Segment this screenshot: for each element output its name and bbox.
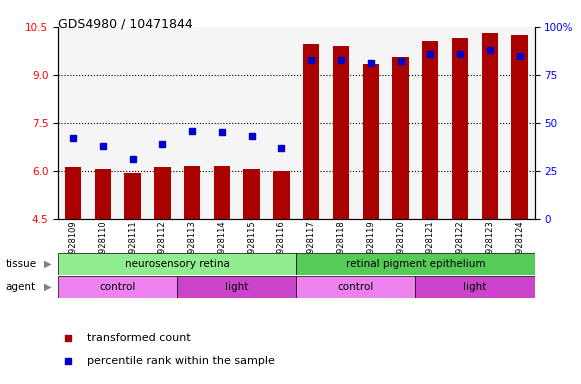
Text: retinal pigment epithelium: retinal pigment epithelium [346, 259, 485, 269]
Bar [296, 253, 535, 275]
Bar [273, 171, 289, 219]
Text: light: light [225, 282, 249, 292]
Bar [482, 33, 498, 219]
Text: control: control [338, 282, 374, 292]
Text: ▶: ▶ [44, 259, 51, 269]
Bar [303, 45, 320, 219]
Bar [415, 276, 535, 298]
Text: percentile rank within the sample: percentile rank within the sample [87, 356, 275, 366]
Bar [422, 41, 439, 219]
Text: transformed count: transformed count [87, 333, 191, 343]
Bar [65, 167, 81, 219]
Bar [511, 35, 528, 219]
Bar [333, 46, 349, 219]
Bar [177, 276, 296, 298]
Bar [58, 253, 296, 275]
Bar [95, 169, 111, 219]
Bar [58, 276, 177, 298]
Bar [363, 64, 379, 219]
Text: light: light [463, 282, 487, 292]
Text: agent: agent [6, 282, 36, 292]
Text: ▶: ▶ [44, 282, 51, 292]
Text: GDS4980 / 10471844: GDS4980 / 10471844 [58, 17, 193, 30]
Text: neurosensory retina: neurosensory retina [125, 259, 229, 269]
Bar [154, 167, 170, 219]
Text: control: control [99, 282, 136, 292]
Bar [392, 57, 408, 219]
Bar [184, 166, 200, 219]
Bar [124, 173, 141, 219]
Bar [214, 166, 230, 219]
Bar [452, 38, 468, 219]
Bar [243, 169, 260, 219]
Text: tissue: tissue [6, 259, 37, 269]
Bar [296, 276, 415, 298]
